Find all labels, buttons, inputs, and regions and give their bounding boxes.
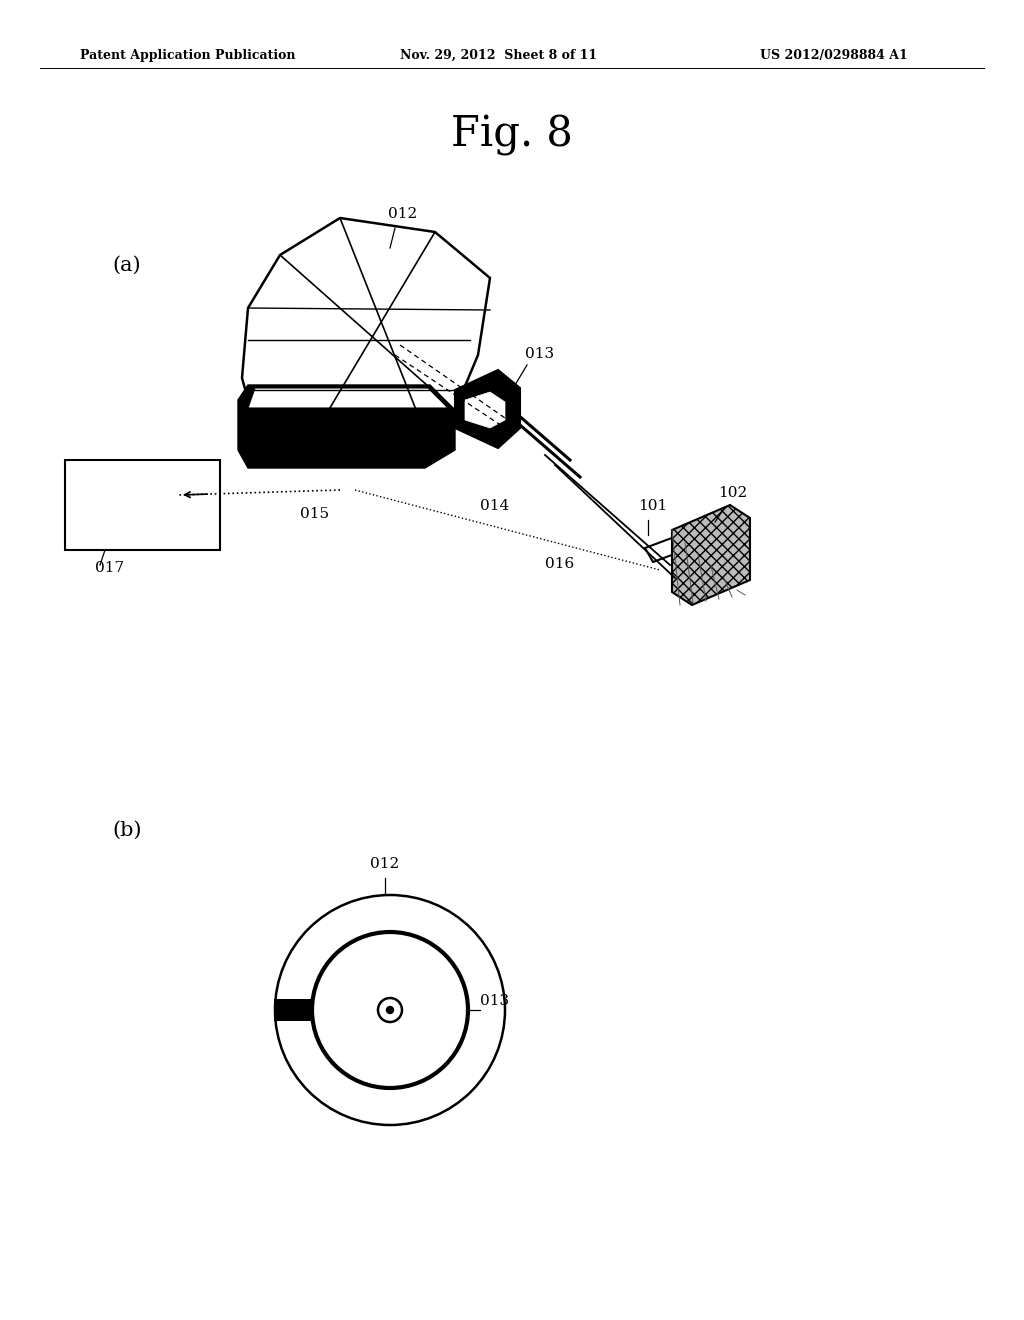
Text: 015: 015 <box>300 507 329 521</box>
Text: 102: 102 <box>718 486 748 500</box>
Text: Fig. 8: Fig. 8 <box>452 114 572 156</box>
Text: (b): (b) <box>112 821 141 840</box>
Text: 012: 012 <box>370 857 399 871</box>
Text: 012: 012 <box>388 207 417 220</box>
Text: Nov. 29, 2012  Sheet 8 of 11: Nov. 29, 2012 Sheet 8 of 11 <box>400 49 597 62</box>
Text: US 2012/0298884 A1: US 2012/0298884 A1 <box>760 49 907 62</box>
Text: 013: 013 <box>480 994 509 1008</box>
Polygon shape <box>455 370 520 447</box>
Polygon shape <box>672 506 750 605</box>
Text: 013: 013 <box>525 347 554 360</box>
Text: 017: 017 <box>95 561 124 576</box>
Text: 016: 016 <box>545 557 574 572</box>
Polygon shape <box>645 536 685 562</box>
Text: 014: 014 <box>480 499 509 513</box>
Circle shape <box>386 1006 393 1014</box>
Bar <box>65 459 220 550</box>
Polygon shape <box>248 388 449 408</box>
Text: Patent Application Publication: Patent Application Publication <box>80 49 296 62</box>
Text: 101: 101 <box>638 499 668 513</box>
Bar <box>274 999 312 1020</box>
Polygon shape <box>465 392 505 428</box>
Text: (a): (a) <box>112 256 140 275</box>
Polygon shape <box>238 385 455 469</box>
